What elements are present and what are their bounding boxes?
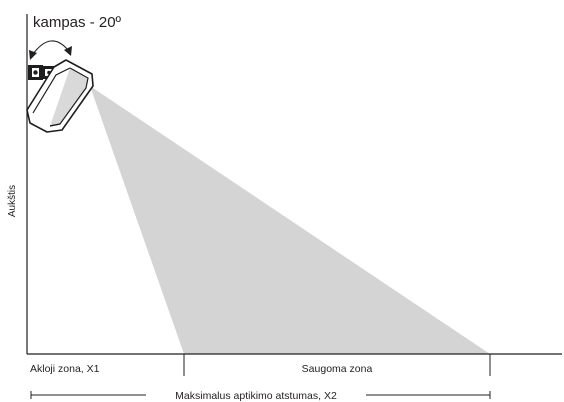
blind-zone-label: Akloji zona, X1 bbox=[30, 363, 100, 375]
max-range-label: Maksimalus aptikimo atstumas, X2 bbox=[175, 390, 337, 402]
vertical-axis-label: Aukštis bbox=[7, 185, 18, 217]
angle-label: kampas - 20º bbox=[33, 14, 122, 31]
sensor-icon bbox=[26, 59, 94, 133]
protected-zone-label: Saugoma zona bbox=[302, 363, 373, 375]
coverage-area bbox=[90, 86, 490, 354]
rotation-arrow-icon bbox=[29, 40, 72, 60]
